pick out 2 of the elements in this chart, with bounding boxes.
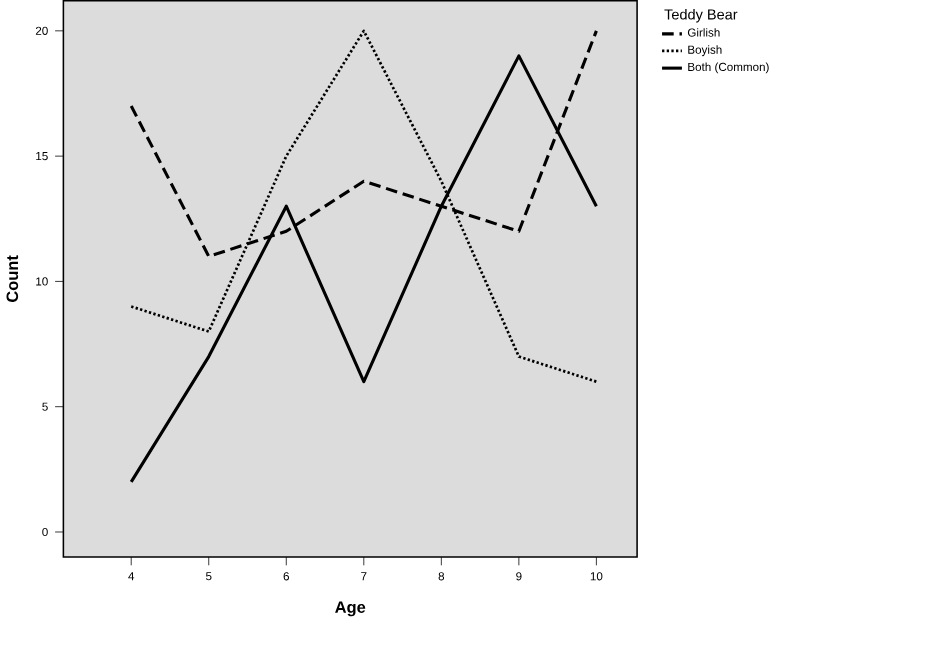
x-axis-title: Age — [335, 601, 366, 617]
y-axis-title: Count — [6, 255, 19, 303]
